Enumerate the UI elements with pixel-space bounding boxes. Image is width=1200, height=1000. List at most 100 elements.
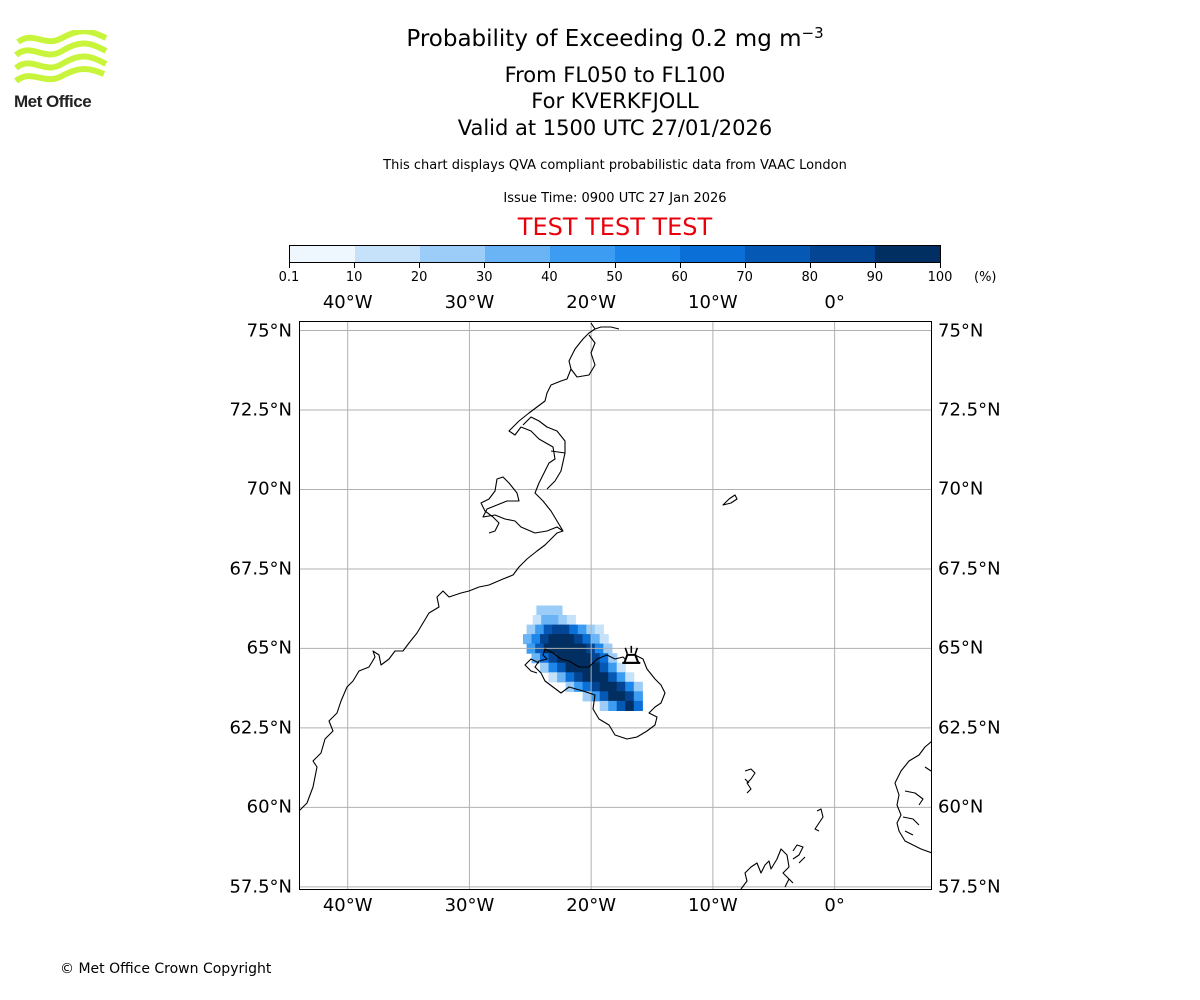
ash-probability-cell xyxy=(616,681,626,692)
ash-probability-cell xyxy=(633,681,643,692)
latitude-label: 67.5°N xyxy=(229,558,292,580)
map-frame xyxy=(299,321,932,890)
ash-probability-cell xyxy=(577,624,587,635)
shetland-coastline xyxy=(814,808,824,832)
ash-probability-cell xyxy=(591,653,601,664)
colorbar-tick-label: 80 xyxy=(801,270,819,285)
issue-time: Issue Time: 0900 UTC 27 Jan 2026 xyxy=(503,191,727,206)
latitude-label: 57.5°N xyxy=(938,876,1001,898)
map-gridlines xyxy=(299,321,932,890)
ash-probability-cell xyxy=(625,700,635,711)
copyright-notice: © Met Office Crown Copyright xyxy=(60,961,272,977)
latitude-label: 60°N xyxy=(246,796,292,818)
ash-probability-cell xyxy=(599,672,609,683)
ash-probability-cell xyxy=(543,624,553,635)
ash-probability-cell xyxy=(582,681,592,692)
ash-probability-cell xyxy=(582,653,592,664)
ash-probability-cell xyxy=(616,691,626,702)
ash-probability-cell xyxy=(548,634,558,645)
chart-title: Probability of Exceeding 0.2 mg m−3 xyxy=(0,24,1200,52)
ash-probability-cell xyxy=(540,662,550,673)
latitude-label: 72.5°N xyxy=(938,399,1001,421)
colorbar-tick-label: 60 xyxy=(671,270,688,285)
colorbar-segment xyxy=(680,246,745,262)
colorbar-tick xyxy=(874,263,876,268)
colorbar-segment xyxy=(485,246,550,262)
norway-coastline xyxy=(894,740,932,854)
ash-probability-cell xyxy=(544,605,554,616)
ash-probability-cell xyxy=(591,691,601,702)
colorbar-tick-label: 70 xyxy=(736,270,753,285)
longitude-label: 40°W xyxy=(322,895,373,916)
colorbar-segment xyxy=(355,246,420,262)
ash-probability-cell xyxy=(599,700,609,711)
colorbar-tick xyxy=(809,263,811,268)
colorbar-tick-label: 20 xyxy=(410,270,428,285)
jan-mayen-coastline xyxy=(722,494,738,506)
ash-probability-cell xyxy=(548,653,558,664)
ash-probability-cell xyxy=(569,624,579,635)
greenland-fjords xyxy=(508,322,620,532)
ash-probability-cell xyxy=(565,662,575,673)
longitude-label: 30°W xyxy=(444,895,495,916)
latitude-label: 60°N xyxy=(938,796,984,818)
ash-probability-cell xyxy=(548,672,558,683)
colorbar-segment xyxy=(745,246,810,262)
latitude-label: 70°N xyxy=(246,478,292,500)
ash-probability-cell xyxy=(608,700,618,711)
logo-text: Met Office xyxy=(14,92,92,111)
valid-time: Valid at 1500 UTC 27/01/2026 xyxy=(457,116,773,140)
colorbar-tick-label: 100 xyxy=(927,270,953,285)
ash-probability-cell xyxy=(608,662,618,673)
ash-probability-cell xyxy=(536,605,546,616)
colorbar-tick-label: 0.1 xyxy=(278,270,300,285)
colorbar-tick-label: 30 xyxy=(476,270,493,285)
volcano-name: For KVERKFJOLL xyxy=(531,89,699,113)
latitude-label: 70°N xyxy=(938,478,984,500)
longitude-label: 20°W xyxy=(566,292,616,313)
ash-probability-cell xyxy=(599,681,609,692)
faroe-islands-coastline xyxy=(744,768,756,794)
latitude-label: 75°N xyxy=(938,320,984,342)
colorbar-segment xyxy=(420,246,485,262)
latitude-label: 67.5°N xyxy=(938,558,1001,580)
ash-probability-cell xyxy=(531,653,541,664)
longitude-label: 10°W xyxy=(688,292,738,313)
colorbar-tick xyxy=(354,263,356,268)
test-banner: TEST TEST TEST xyxy=(517,213,713,241)
colorbar-tick-label: 90 xyxy=(866,270,884,285)
ash-probability-cell xyxy=(535,624,545,635)
colorbar-segment xyxy=(810,246,875,262)
ash-probability-cell xyxy=(616,672,626,683)
longitude-label: 20°W xyxy=(566,895,616,916)
colorbar-tick xyxy=(419,263,421,268)
ash-probability-cell xyxy=(591,634,601,645)
ash-probability-cell xyxy=(625,691,635,702)
ash-probability-cell xyxy=(558,615,568,626)
ash-probability-cell xyxy=(582,634,592,645)
longitude-label: 40°W xyxy=(322,292,373,313)
ash-probability-cell xyxy=(557,662,567,673)
ash-probability-cell xyxy=(566,615,576,626)
ash-probability-cell xyxy=(557,634,567,645)
ash-probability-cell xyxy=(526,624,536,635)
scotland-coastline xyxy=(740,844,806,890)
ash-probability-cell xyxy=(633,700,643,711)
ash-probability-cell xyxy=(565,653,575,664)
ash-probability-cell xyxy=(599,634,609,645)
subtitle: This chart displays QVA compliant probab… xyxy=(383,158,847,173)
met-office-logo-icon xyxy=(14,30,108,84)
ash-probability-cell xyxy=(574,672,584,683)
colorbar-unit: (%) xyxy=(974,270,997,285)
ash-probability-cell xyxy=(608,672,618,683)
longitude-label: 30°W xyxy=(444,292,495,313)
ash-probability-cell xyxy=(582,691,592,702)
ash-probability-cell xyxy=(599,662,609,673)
ash-probability-cell xyxy=(633,691,643,702)
greenland-coastline xyxy=(299,476,564,812)
longitude-label: 0° xyxy=(824,292,845,313)
colorbar-segment xyxy=(875,246,940,262)
ash-probability-cell xyxy=(532,615,542,626)
latitude-label: 62.5°N xyxy=(229,717,292,739)
ash-probability-cell xyxy=(582,662,592,673)
